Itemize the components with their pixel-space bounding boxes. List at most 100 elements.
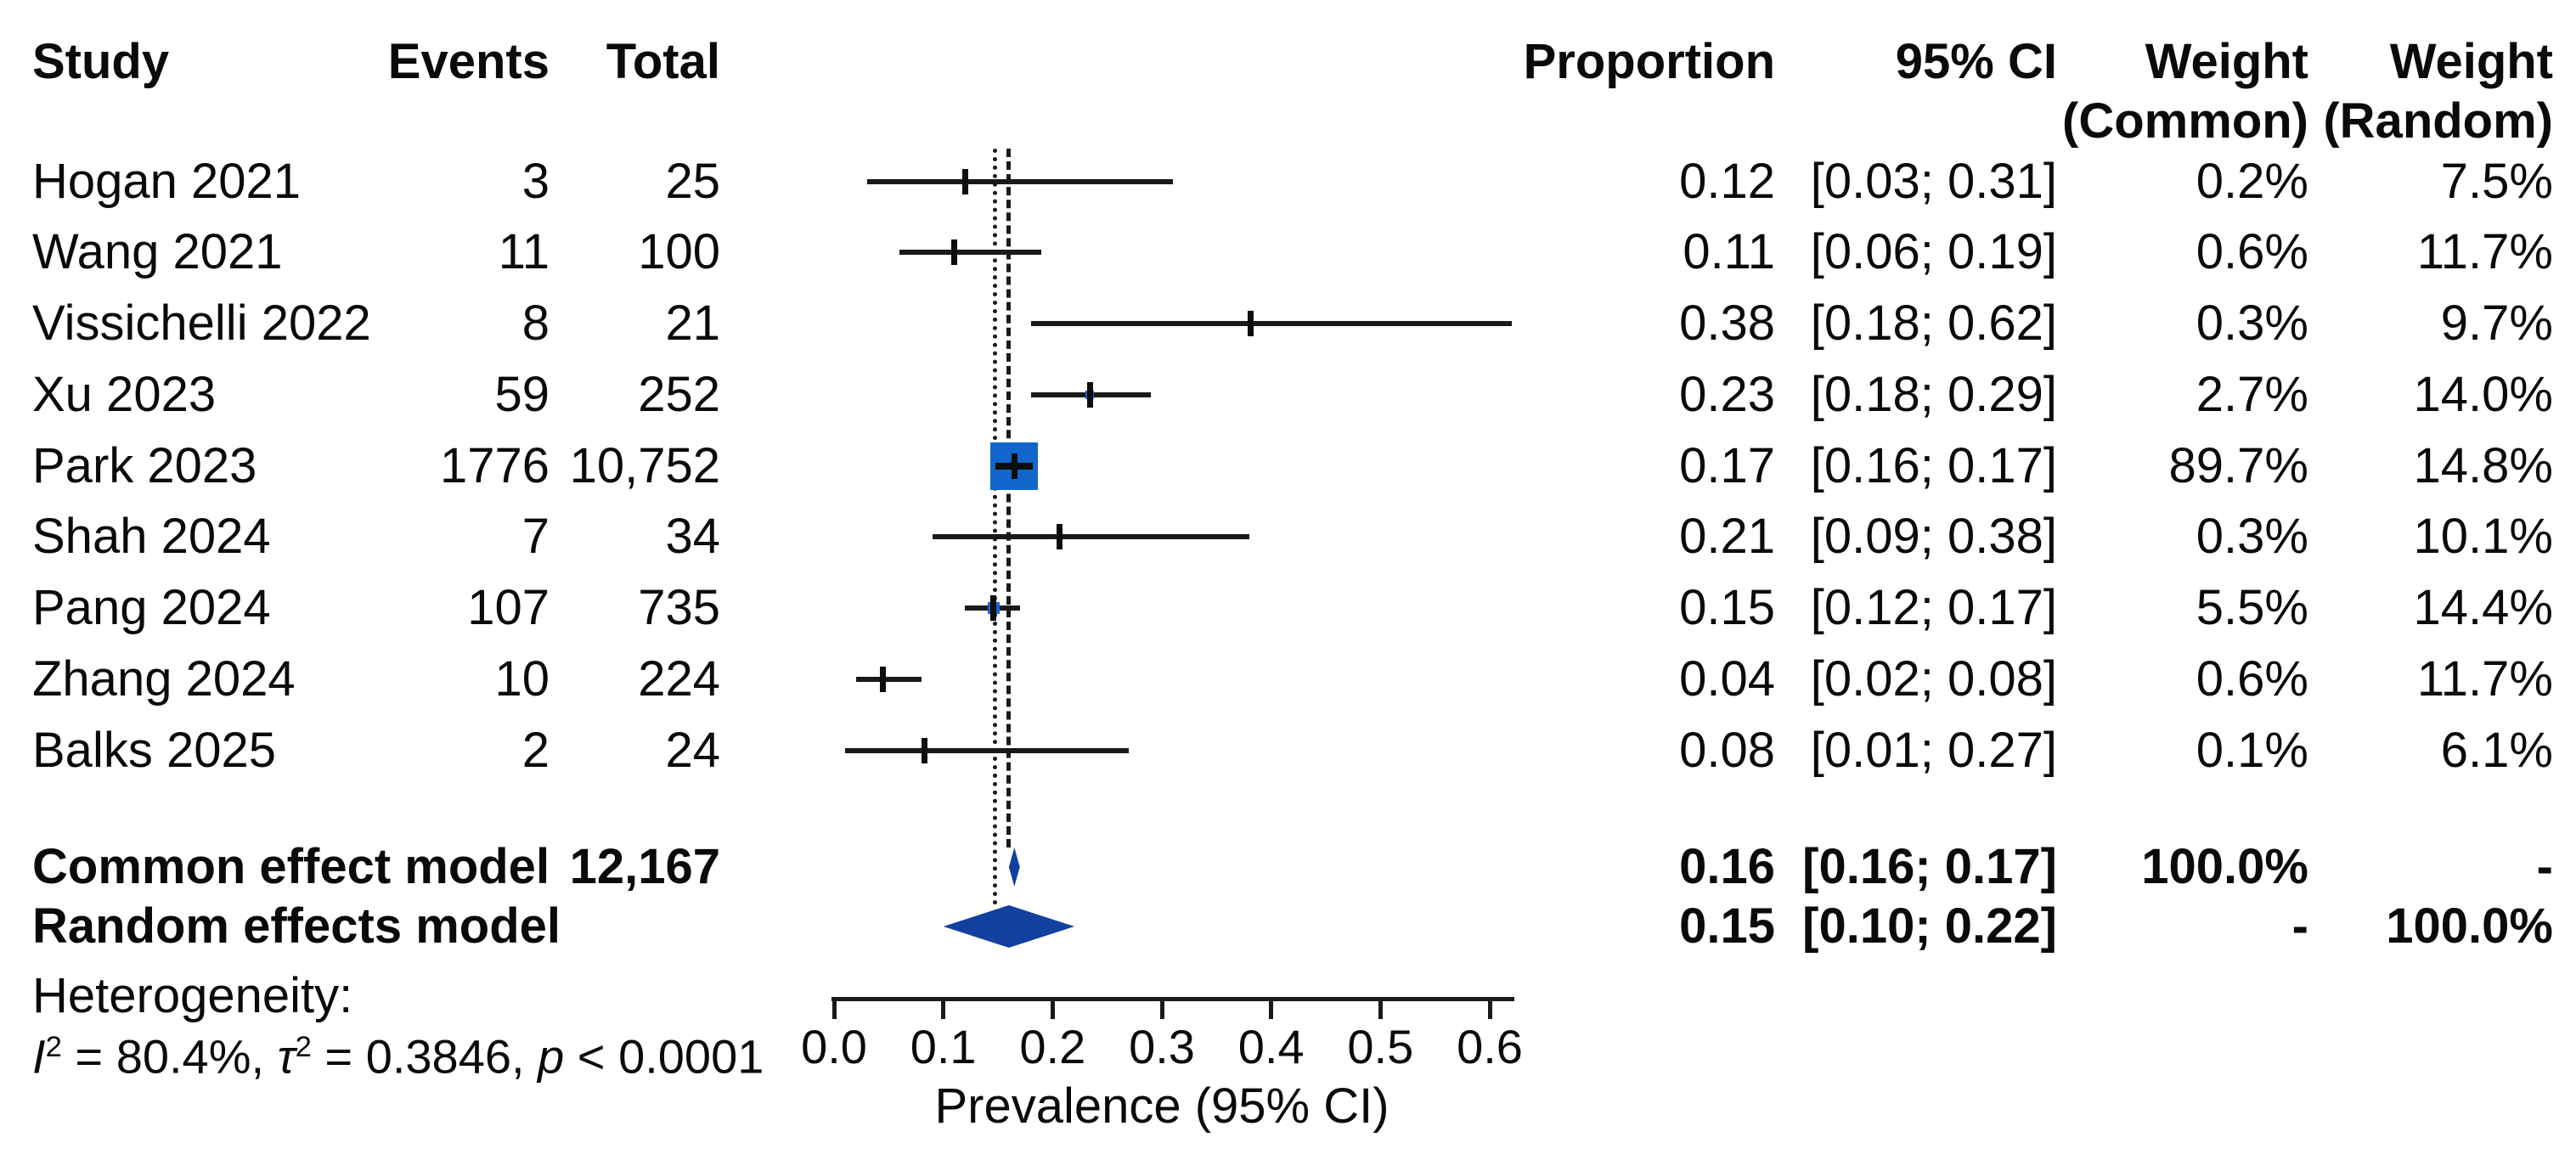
weight-random-value: 14.8% — [2413, 437, 2553, 493]
weight-random-value: 6.1% — [2440, 722, 2553, 778]
point-estimate-marker — [1247, 311, 1254, 336]
x-axis-tick — [1269, 997, 1274, 1019]
study-label: Pang 2024 — [32, 580, 271, 635]
weight-common-value: 89.7% — [2168, 437, 2308, 493]
total-value: 224 — [638, 650, 720, 707]
proportion-value: 0.21 — [1679, 509, 1775, 565]
ci-value: [0.16; 0.17] — [1810, 437, 2057, 493]
x-axis-tick-label: 0.3 — [1129, 1020, 1195, 1073]
p-value: < 0.0001 — [564, 1029, 764, 1084]
weight-common-value: 0.3% — [2196, 509, 2308, 565]
summary-weight-random-value: 100.0% — [2386, 898, 2553, 954]
tau-squared-sup: 2 — [295, 1031, 312, 1063]
point-estimate-marker — [990, 595, 997, 621]
study-label: Zhang 2024 — [32, 650, 296, 707]
proportion-value: 0.08 — [1679, 722, 1775, 778]
random-effect-reference-line — [992, 149, 997, 905]
i-squared-symbol: I — [32, 1029, 46, 1084]
x-axis-tick — [831, 997, 837, 1019]
weight-random-value: 14.0% — [2413, 366, 2553, 422]
x-axis-tick-label: 0.1 — [910, 1020, 977, 1073]
proportion-value: 0.17 — [1679, 437, 1775, 493]
total-value: 24 — [665, 722, 720, 778]
summary-proportion-value: 0.16 — [1679, 839, 1775, 894]
confidence-interval-line — [899, 250, 1042, 256]
study-label: Hogan 2021 — [32, 153, 302, 209]
point-estimate-marker — [922, 737, 928, 763]
weight-common-value: 0.3% — [2196, 296, 2308, 351]
weight-random-value: 11.7% — [2416, 650, 2553, 707]
proportion-value: 0.04 — [1679, 650, 1775, 707]
events-value: 11 — [498, 224, 550, 280]
column-header-proportion: Proportion — [1523, 34, 1775, 89]
summary-weight-common-value: 100.0% — [2141, 839, 2308, 894]
ci-value: [0.09; 0.38] — [1810, 509, 2057, 565]
confidence-interval-line — [855, 676, 922, 682]
p-symbol: p — [538, 1029, 565, 1084]
weight-random-value: 11.7% — [2416, 224, 2553, 280]
total-value: 100 — [638, 224, 720, 280]
confidence-interval-line — [1030, 321, 1512, 326]
weight-random-value: 9.7% — [2440, 296, 2553, 351]
column-header-weight-common-2: (Common) — [2062, 93, 2308, 149]
column-header-weight-random-2: (Random) — [2323, 93, 2553, 149]
column-header-weight-common-1: Weight — [2145, 34, 2308, 89]
point-estimate-marker — [1086, 381, 1093, 408]
total-value: 34 — [665, 509, 720, 565]
weight-common-value: 0.2% — [2196, 153, 2308, 209]
total-value: 21 — [665, 296, 720, 351]
total-value: 735 — [638, 580, 720, 635]
proportion-value: 0.11 — [1683, 224, 1775, 280]
summary-weight-common-value: - — [2291, 898, 2308, 954]
x-axis-tick-label: 0.4 — [1237, 1020, 1305, 1073]
events-value: 1776 — [439, 437, 550, 493]
x-axis-tick — [1159, 997, 1164, 1019]
tau-squared-symbol: τ — [277, 1029, 296, 1084]
column-header-total: Total — [606, 34, 720, 89]
common-effect-reference-line — [1006, 149, 1012, 847]
study-label: Xu 2023 — [32, 366, 217, 422]
summary-label: Common effect model — [32, 839, 550, 894]
tau-squared-value: = 0.3846, — [311, 1029, 538, 1084]
events-value: 59 — [494, 366, 550, 422]
column-header-ci: 95% CI — [1895, 34, 2057, 89]
x-axis-tick-label: 0.6 — [1457, 1020, 1523, 1073]
x-axis-tick — [1378, 997, 1383, 1019]
summary-ci-value: [0.16; 0.17] — [1802, 839, 2057, 894]
x-axis-title: Prevalence (95% CI) — [934, 1078, 1389, 1134]
study-label: Wang 2021 — [32, 224, 283, 280]
weight-common-value: 0.6% — [2196, 650, 2308, 707]
events-value: 8 — [521, 296, 550, 351]
x-axis-tick — [1487, 997, 1492, 1019]
events-value: 2 — [521, 722, 550, 778]
summary-diamond — [943, 905, 1075, 948]
events-value: 107 — [467, 580, 550, 635]
ci-value: [0.06; 0.19] — [1810, 224, 2057, 280]
ci-value: [0.03; 0.31] — [1810, 153, 2057, 209]
i-squared-value: = 80.4%, — [61, 1029, 278, 1084]
weight-random-value: 10.1% — [2413, 509, 2553, 565]
point-estimate-marker — [951, 239, 958, 266]
proportion-value: 0.38 — [1679, 296, 1775, 351]
weight-common-value: 0.1% — [2196, 722, 2308, 778]
x-axis-tick-label: 0.2 — [1019, 1020, 1086, 1073]
proportion-value: 0.23 — [1679, 366, 1775, 422]
summary-proportion-value: 0.15 — [1679, 898, 1775, 954]
i-squared-sup: 2 — [45, 1031, 62, 1063]
summary-diamond — [1008, 847, 1020, 887]
point-estimate-crossbar — [995, 462, 1034, 470]
x-axis-tick-label: 0.5 — [1347, 1020, 1414, 1073]
heterogeneity-label: Heterogeneity: — [32, 968, 353, 1023]
weight-random-value: 14.4% — [2413, 580, 2553, 635]
x-axis-tick — [1050, 997, 1055, 1019]
column-header-weight-random-1: Weight — [2389, 34, 2553, 89]
weight-random-value: 7.5% — [2440, 153, 2553, 209]
events-value: 10 — [494, 650, 550, 707]
summary-ci-value: [0.10; 0.22] — [1802, 898, 2057, 954]
study-label: Balks 2025 — [32, 722, 276, 778]
summary-total-value: 12,167 — [569, 839, 720, 894]
total-value: 25 — [665, 153, 720, 209]
ci-value: [0.12; 0.17] — [1810, 580, 2057, 635]
point-estimate-marker — [961, 168, 968, 194]
